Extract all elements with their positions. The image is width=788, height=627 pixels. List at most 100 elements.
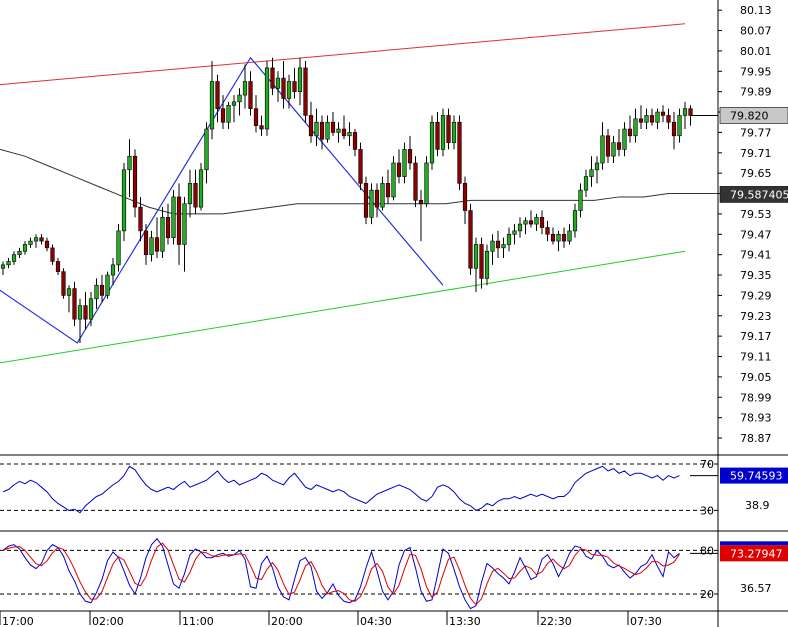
candle-body	[644, 115, 649, 123]
candle-body	[330, 121, 336, 133]
candle	[270, 57, 275, 96]
candle-body	[451, 121, 457, 143]
candle	[28, 237, 33, 248]
candle	[44, 237, 50, 252]
rsi-value-text: 59.74593	[730, 470, 783, 483]
candle	[226, 101, 231, 130]
candle-body	[594, 162, 600, 171]
candle	[110, 258, 116, 286]
candle-body	[688, 108, 693, 116]
candle	[561, 227, 567, 248]
candle	[138, 196, 143, 242]
candle	[330, 112, 336, 136]
candle-body	[638, 118, 644, 123]
candle	[616, 129, 622, 157]
time-tick-label: 02:00	[92, 615, 124, 627]
candle	[77, 298, 83, 343]
candle	[396, 149, 402, 184]
candle-body	[88, 298, 94, 320]
candle-body	[468, 210, 473, 269]
candle	[308, 101, 314, 143]
candle-body	[352, 132, 358, 150]
candle	[545, 220, 550, 242]
candle	[506, 227, 512, 252]
candle-body	[429, 121, 435, 164]
candle	[622, 122, 627, 157]
candle-body	[666, 115, 671, 123]
candle	[33, 234, 39, 248]
candle-body	[578, 189, 583, 211]
candle	[132, 149, 138, 218]
candle	[231, 95, 237, 123]
rsi-min-label: 38.9	[745, 499, 770, 512]
zigzag-line	[0, 56, 444, 344]
candle-body	[611, 142, 616, 157]
candle	[671, 112, 677, 150]
candle	[116, 224, 121, 272]
candle-body	[539, 217, 545, 228]
price-tick-label: 79.23	[740, 310, 772, 323]
candle-body	[583, 176, 589, 191]
candle-body	[149, 237, 154, 255]
candle	[666, 108, 671, 130]
price-tick-label: 79.53	[740, 208, 772, 221]
candle-body	[99, 284, 105, 296]
candle-body	[55, 261, 61, 272]
rsi-line	[2, 465, 680, 514]
candle	[435, 112, 440, 157]
candle	[374, 183, 380, 218]
last-price-badge-text: 79.820	[730, 109, 769, 122]
rsi-level-label: 30	[700, 504, 714, 517]
candle	[176, 183, 182, 265]
candle-body	[143, 230, 149, 255]
price-tick-label: 78.87	[740, 432, 772, 445]
candle	[341, 115, 347, 140]
stoch-level-label: 80	[700, 544, 714, 557]
candle	[655, 108, 660, 130]
candle-body	[336, 128, 341, 133]
candle	[583, 169, 589, 197]
candle-body	[385, 183, 391, 198]
candle-body	[655, 111, 660, 123]
price-tick-label: 79.35	[740, 269, 772, 282]
upper-trendline	[0, 23, 686, 86]
candle-body	[231, 101, 237, 106]
candle	[380, 176, 385, 211]
candle	[402, 142, 407, 184]
stoch-level-label: 20	[700, 588, 714, 601]
candle	[534, 213, 539, 231]
time-tick-label: 17:00	[2, 615, 34, 627]
candle	[149, 230, 154, 262]
candle-body	[589, 169, 594, 177]
candle	[429, 115, 435, 170]
candle-body	[605, 135, 611, 157]
candle-body	[275, 77, 281, 89]
candle	[512, 224, 517, 245]
candle	[468, 203, 473, 276]
candle	[209, 61, 215, 140]
indicator-panel-1	[0, 463, 718, 514]
candle-body	[517, 223, 523, 232]
candle	[66, 285, 72, 313]
candle-body	[616, 142, 622, 150]
candle	[490, 234, 495, 265]
candle-body	[264, 67, 270, 130]
main-plot	[0, 23, 718, 364]
candle-body	[528, 220, 534, 225]
price-tick-label: 79.05	[740, 371, 772, 384]
price-tick-label: 80.07	[740, 25, 772, 38]
candle-body	[413, 162, 418, 201]
price-tick-label: 79.89	[740, 86, 772, 99]
indicator-panel-2	[0, 538, 718, 610]
candle-body	[446, 115, 451, 143]
candle	[627, 115, 633, 143]
candle-body	[220, 108, 226, 123]
candle-body	[512, 230, 517, 235]
candle-body	[325, 121, 330, 140]
candle-body	[682, 108, 688, 116]
candle	[325, 115, 330, 143]
candle-body	[671, 121, 677, 137]
candle-body	[204, 128, 209, 171]
candle-body	[396, 162, 402, 177]
candle-body	[440, 115, 446, 150]
